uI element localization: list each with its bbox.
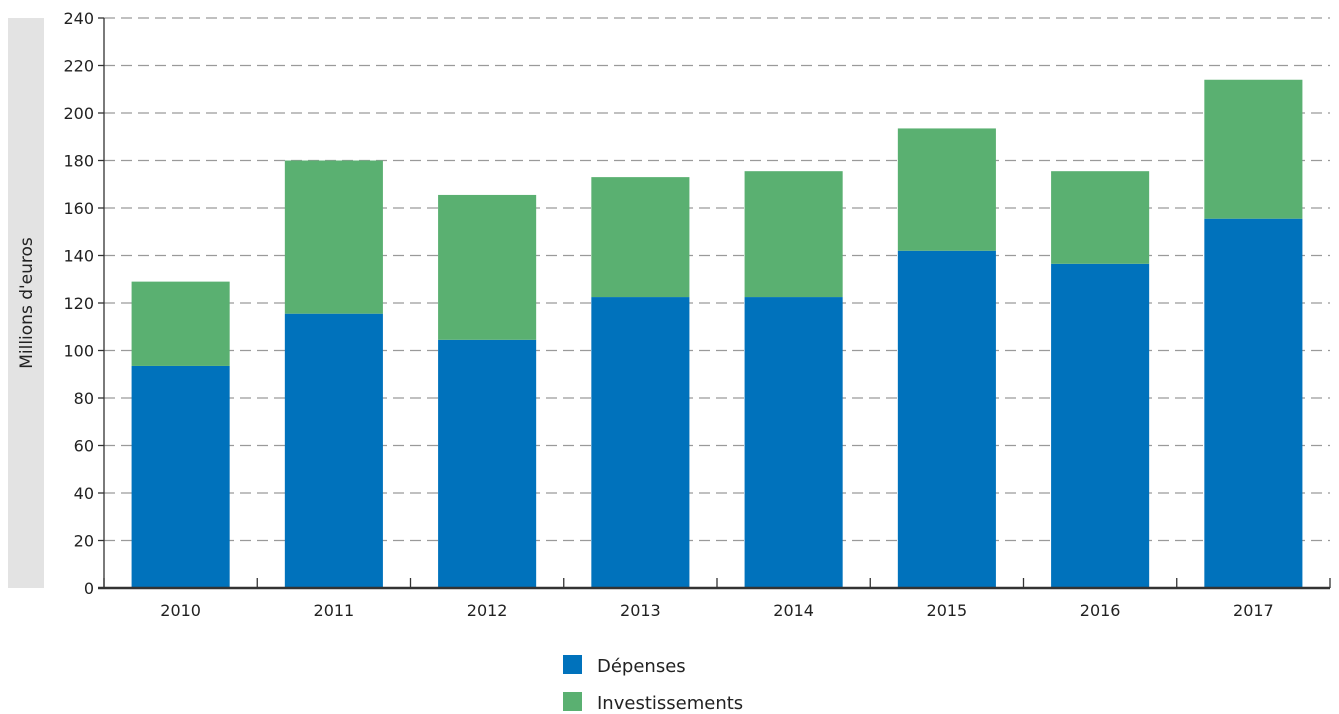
bar-investissements bbox=[897, 128, 996, 251]
y-tick-label: 120 bbox=[63, 294, 94, 313]
bar-depenses bbox=[438, 339, 537, 588]
y-tick-label: 240 bbox=[63, 9, 94, 28]
x-tick-label: 2016 bbox=[1080, 601, 1121, 620]
bar-investissements bbox=[284, 160, 383, 314]
ylabel-band bbox=[8, 18, 44, 588]
legend-label: Dépenses bbox=[597, 656, 686, 677]
y-axis-ticks: 0 20 40 60 80 100 120 140 160 180 200 220 240 bbox=[63, 9, 104, 598]
y-tick-label: 220 bbox=[63, 57, 94, 76]
legend-swatch bbox=[563, 655, 582, 674]
legend: Dépenses Investissements bbox=[563, 655, 743, 714]
bar-investissements bbox=[438, 194, 537, 340]
legend-swatch bbox=[563, 692, 582, 711]
y-tick-label: 180 bbox=[63, 152, 94, 171]
bar-investissements bbox=[1051, 171, 1150, 264]
y-tick-label: 0 bbox=[84, 579, 94, 598]
y-tick-label: 20 bbox=[74, 532, 94, 551]
x-tick-label: 2017 bbox=[1233, 601, 1274, 620]
x-tick-label: 2015 bbox=[927, 601, 968, 620]
x-tick-label: 2013 bbox=[620, 601, 661, 620]
bar-investissements bbox=[591, 177, 690, 298]
y-axis-title: Millions d'euros bbox=[17, 237, 37, 369]
x-axis: 2010 2011 2012 2013 2014 2015 2016 2017 bbox=[98, 18, 1331, 620]
x-tick-label: 2012 bbox=[467, 601, 508, 620]
bar-depenses bbox=[1204, 218, 1303, 588]
x-tick-label: 2011 bbox=[314, 601, 355, 620]
y-tick-label: 40 bbox=[74, 484, 94, 503]
bar-depenses bbox=[897, 250, 996, 588]
y-tick-label: 200 bbox=[63, 104, 94, 123]
bars bbox=[131, 79, 1303, 588]
bar-depenses bbox=[131, 365, 230, 588]
legend-label: Investissements bbox=[597, 693, 743, 714]
bar-investissements bbox=[744, 171, 843, 298]
y-tick-label: 140 bbox=[63, 247, 94, 266]
bar-investissements bbox=[1204, 79, 1303, 219]
y-tick-label: 80 bbox=[74, 389, 94, 408]
y-tick-label: 160 bbox=[63, 199, 94, 218]
x-tick-label: 2010 bbox=[160, 601, 201, 620]
x-tick-label: 2014 bbox=[773, 601, 814, 620]
y-tick-label: 60 bbox=[74, 437, 94, 456]
bar-depenses bbox=[1051, 263, 1150, 588]
bar-investissements bbox=[131, 281, 230, 366]
bar-depenses bbox=[744, 297, 843, 588]
y-tick-label: 100 bbox=[63, 342, 94, 361]
bar-depenses bbox=[591, 297, 690, 588]
bar-depenses bbox=[284, 313, 383, 588]
